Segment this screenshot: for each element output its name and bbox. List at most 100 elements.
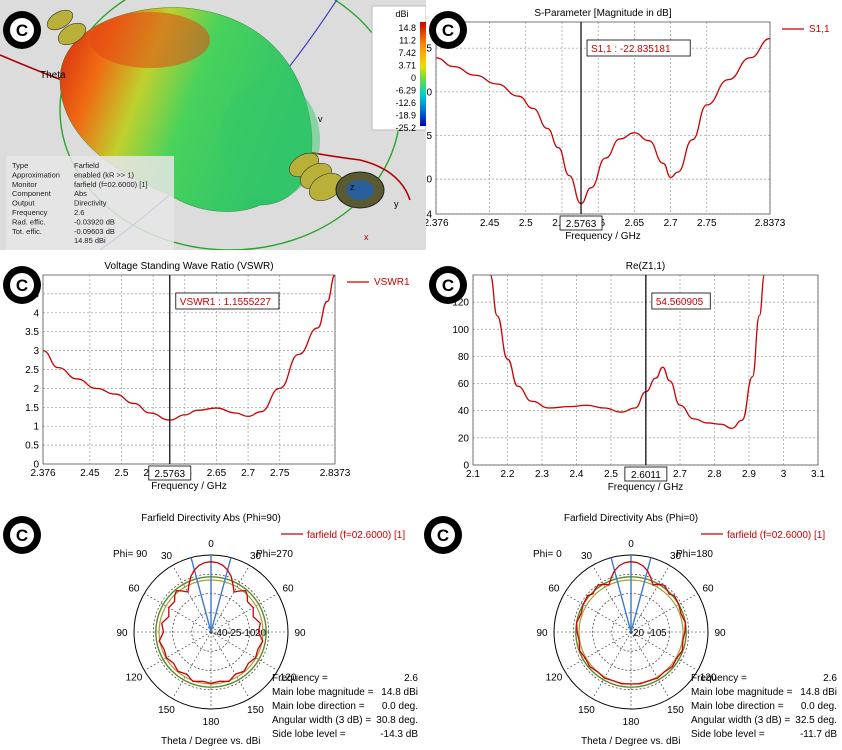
lobe-highlight bbox=[90, 12, 210, 68]
antenna-disc bbox=[57, 22, 87, 46]
spoke bbox=[144, 631, 212, 671]
marker-label: VSWR1 : 1.1555227 bbox=[180, 297, 272, 308]
info-key: Monitor bbox=[12, 180, 38, 189]
radial-label: -25 bbox=[227, 628, 242, 639]
axis-v: v bbox=[318, 114, 323, 124]
vswr-panel: Voltage Standing Wave Ratio (VSWR) 2.376 2… bbox=[0, 255, 426, 505]
spoke bbox=[172, 631, 212, 699]
scale-value: 11.2 bbox=[399, 36, 416, 46]
s-parameter-panel: S-Parameter [Magnitude in dB] 2.376 2.45 2.… bbox=[426, 0, 842, 255]
scale-value: 14.8 bbox=[398, 23, 416, 33]
copyright-logo-inner bbox=[431, 523, 455, 547]
radial-circle bbox=[611, 612, 651, 652]
copyright-logo-letter: C bbox=[437, 526, 449, 545]
y-tick-label: 0.5 bbox=[25, 441, 39, 452]
scale-value: -18.9 bbox=[395, 111, 416, 121]
angle-label: 180 bbox=[623, 717, 640, 728]
info-key: Component bbox=[12, 189, 52, 198]
y-tick-label: 3.5 bbox=[25, 327, 39, 338]
x-axis-label: Theta / Degree vs. dBi bbox=[581, 736, 681, 747]
spoke bbox=[564, 631, 632, 671]
copyright-logo: C bbox=[3, 516, 41, 554]
angle-label: 60 bbox=[128, 584, 140, 595]
info-value: -0.09603 dB bbox=[74, 227, 115, 236]
pattern-line bbox=[158, 561, 264, 684]
x-tick-label: 2.7 bbox=[241, 468, 255, 479]
axis-z: z bbox=[350, 182, 355, 192]
y-tick-label: 0 bbox=[33, 460, 39, 471]
x-tick-label: 2.65 bbox=[207, 468, 227, 479]
pattern-line bbox=[576, 561, 686, 685]
marker-label: 54.560905 bbox=[656, 297, 704, 308]
scale-value: 7.42 bbox=[398, 48, 416, 58]
radial-label: -40 bbox=[213, 628, 228, 639]
beamwidth-line bbox=[210, 557, 232, 633]
y-tick-label: -15 bbox=[426, 131, 432, 142]
reflector-center bbox=[346, 180, 374, 200]
info-key: Type bbox=[12, 161, 28, 170]
x-tick-label: 2.75 bbox=[270, 468, 290, 479]
y-tick-label: 3 bbox=[33, 346, 39, 357]
copyright-logo-letter: C bbox=[442, 21, 454, 40]
info-value: -14.3 dB bbox=[380, 729, 418, 740]
spoke bbox=[144, 593, 212, 633]
y-tick-label: 20 bbox=[458, 433, 470, 444]
marker-x-box bbox=[624, 466, 668, 482]
radial-label: 20 bbox=[633, 628, 645, 639]
x-tick-label: 2.7 bbox=[664, 218, 678, 229]
angle-label: 90 bbox=[116, 628, 128, 639]
copyright-logo-letter: C bbox=[16, 526, 28, 545]
spoke bbox=[210, 593, 278, 633]
angle-label: 150 bbox=[247, 705, 264, 716]
beamwidth-line bbox=[190, 557, 212, 633]
y-tick-label: 120 bbox=[452, 298, 469, 309]
info-key: Frequency = bbox=[691, 673, 747, 684]
scale-value: -25.2 bbox=[395, 123, 416, 133]
info-key: Main lobe direction = bbox=[691, 701, 784, 712]
phi-right-label: Phi=270 bbox=[256, 549, 293, 560]
chart-title: Voltage Standing Wave Ratio (VSWR) bbox=[104, 261, 273, 272]
s-parameter-chart: S-Parameter [Magnitude in dB] 2.376 2.45 2.… bbox=[426, 8, 830, 242]
scale-value: -6.29 bbox=[395, 86, 416, 96]
angle-label: 120 bbox=[546, 673, 563, 684]
theta-label: Theta bbox=[40, 70, 66, 81]
info-key: Main lobe magnitude = bbox=[272, 687, 374, 698]
x-axis-label: Frequency / GHz bbox=[608, 482, 684, 493]
copyright-logo-inner bbox=[10, 523, 34, 547]
x-tick-label: 2.45 bbox=[80, 468, 100, 479]
farfield-3d-panel: Theta z y x v dBi 14.8 11.2 7.42 3.71 0 -6.29 -12.6 -… bbox=[0, 0, 426, 250]
axis-y: y bbox=[394, 199, 399, 209]
copyright-logo-letter: C bbox=[16, 276, 28, 295]
angle-label: 90 bbox=[714, 628, 726, 639]
beamwidth-line bbox=[610, 557, 632, 633]
y-tick-label: 2 bbox=[33, 384, 39, 395]
info-value: Directivity bbox=[74, 199, 107, 208]
copyright-logo-inner bbox=[10, 273, 34, 297]
y-tick-label: 100 bbox=[452, 325, 469, 336]
angle-label: 120 bbox=[280, 673, 297, 684]
series-line bbox=[43, 275, 335, 421]
spoke bbox=[564, 593, 632, 633]
scale-value: 3.71 bbox=[398, 61, 416, 71]
scale-background bbox=[371, 5, 426, 131]
angle-label: 60 bbox=[283, 584, 295, 595]
info-key: Angular width (3 dB) = bbox=[272, 715, 371, 726]
y-tick-label: 4 bbox=[33, 308, 39, 319]
info-value: enabled (kR >> 1) bbox=[74, 170, 135, 179]
angle-label: 150 bbox=[667, 705, 684, 716]
angle-label: 0 bbox=[208, 539, 214, 550]
y-tick-label: 1.5 bbox=[25, 403, 39, 414]
polar-phi90-chart: Farfield Directivity Abs (Phi=90) farfiel… bbox=[3, 513, 418, 747]
polar-phi0-panel: Farfield Directivity Abs (Phi=0) farfield… bbox=[421, 505, 842, 750]
vswr-chart: Voltage Standing Wave Ratio (VSWR) 2.376 2… bbox=[3, 261, 410, 492]
angle-label: 0 bbox=[628, 539, 634, 550]
info-key: Rad. effic. bbox=[12, 217, 46, 226]
info-value: 14.85 dBi bbox=[74, 236, 106, 245]
x-tick-label: 2.8 bbox=[708, 469, 722, 480]
info-value: 14.8 dBi bbox=[800, 687, 837, 698]
spoke bbox=[210, 565, 250, 633]
info-key: Side lobe level = bbox=[272, 729, 346, 740]
x-tick-label: 2.5 bbox=[115, 468, 129, 479]
angle-label: 30 bbox=[250, 551, 262, 562]
y-tick-label: 80 bbox=[458, 352, 470, 363]
